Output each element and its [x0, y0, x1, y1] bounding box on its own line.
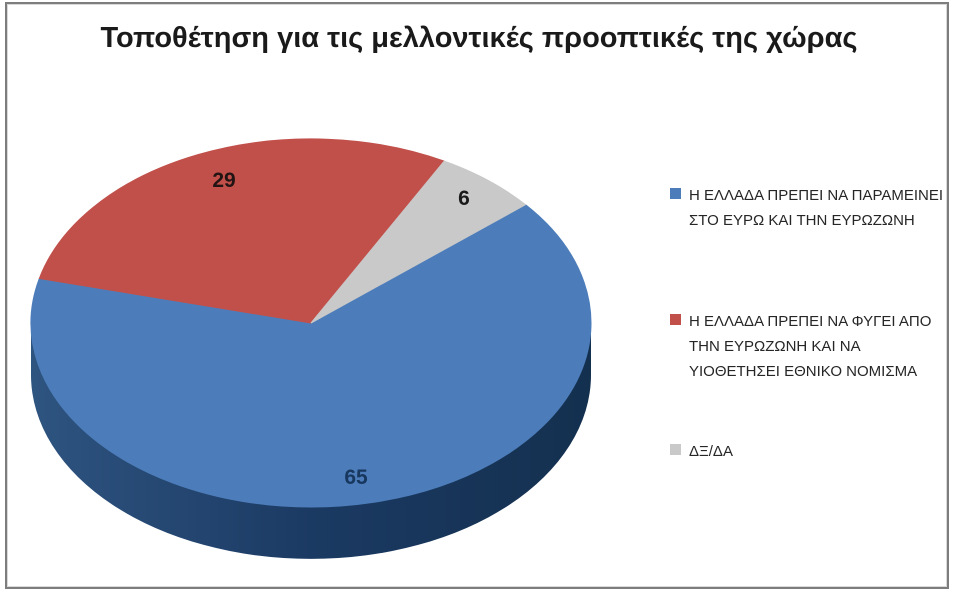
legend-label: Η ΕΛΛΑΔΑ ΠΡΕΠΕΙ ΝΑ ΠΑΡΑΜΕΙΝΕΙ ΣΤΟ ΕΥΡΩ Κ… [689, 187, 944, 229]
data-label-blue: 65 [344, 466, 368, 489]
legend-entry-leave-euro: Η ΕΛΛΑΔΑ ΠΡΕΠΕΙ ΝΑ ΦΥΓΕΙ ΑΠΟ ΤΗΝ ΕΥΡΩΖΩΝ… [670, 309, 947, 384]
chart-title: Τοποθέτηση για τις μελλοντικές προοπτικέ… [100, 22, 858, 54]
pie-side-wall [31, 323, 591, 559]
data-label-gray: 6 [458, 187, 470, 210]
legend-swatch-red-icon [670, 314, 681, 325]
data-label-red: 29 [212, 169, 236, 192]
pie-slice-0 [30, 204, 592, 508]
pie-slice-2 [310, 160, 527, 324]
legend-swatch-gray-icon [670, 444, 681, 455]
pie-slice-1 [38, 138, 446, 324]
legend-swatch-blue-icon [670, 188, 681, 199]
legend-entry-dont-know: ΔΞ/ΔΑ [670, 439, 947, 464]
legend-label: ΔΞ/ΔΑ [689, 443, 733, 460]
legend-entry-stay-euro: Η ΕΛΛΑΔΑ ΠΡΕΠΕΙ ΝΑ ΠΑΡΑΜΕΙΝΕΙ ΣΤΟ ΕΥΡΩ Κ… [670, 183, 947, 233]
legend-label: Η ΕΛΛΑΔΑ ΠΡΕΠΕΙ ΝΑ ΦΥΓΕΙ ΑΠΟ ΤΗΝ ΕΥΡΩΖΩΝ… [689, 313, 932, 380]
